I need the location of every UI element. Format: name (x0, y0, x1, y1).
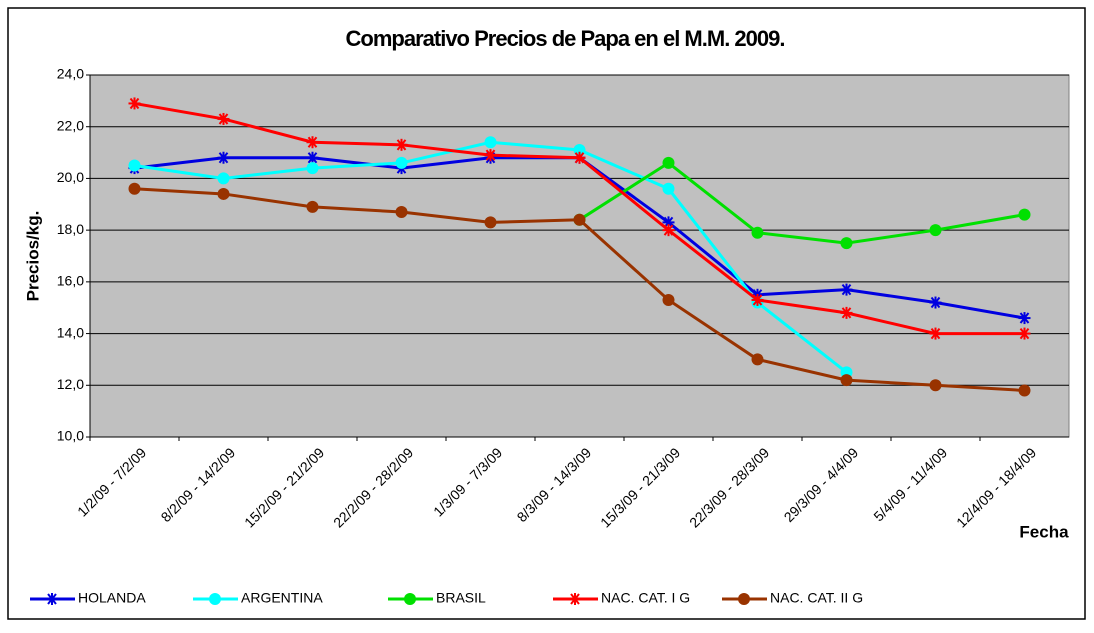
point (751, 293, 764, 306)
y-axis-label: Precios/kg. (23, 211, 42, 302)
point (128, 97, 141, 110)
point (929, 224, 942, 237)
plot-area (89, 74, 1070, 438)
y-tick-label: 24,0 (57, 66, 84, 82)
point (217, 172, 230, 185)
y-tick-label: 22,0 (57, 117, 84, 133)
point (1018, 312, 1031, 325)
y-tick-label: 14,0 (57, 324, 84, 340)
legend-label: NAC. CAT. II G (770, 590, 863, 606)
point (1018, 384, 1031, 397)
point (929, 379, 942, 392)
chart-title: Comparativo Precios de Papa en el M.M. 2… (346, 26, 785, 51)
y-tick-label: 10,0 (57, 428, 84, 444)
point (395, 206, 408, 219)
point (840, 374, 853, 387)
point (395, 138, 408, 151)
point (484, 149, 497, 162)
point (217, 151, 230, 164)
point (1018, 327, 1031, 340)
y-tick-label: 18,0 (57, 221, 84, 237)
y-tick-label: 16,0 (57, 273, 84, 289)
point (128, 159, 141, 172)
point (484, 216, 497, 229)
point (217, 112, 230, 125)
y-tick-label: 20,0 (57, 169, 84, 185)
point (662, 182, 675, 195)
legend-label: BRASIL (436, 590, 486, 606)
point (840, 283, 853, 296)
point (929, 296, 942, 309)
x-axis-label: Fecha (1019, 522, 1069, 541)
point (306, 200, 319, 213)
legend-label: NAC. CAT. I G (601, 590, 690, 606)
point (840, 237, 853, 250)
point (662, 293, 675, 306)
y-tick-label: 12,0 (57, 376, 84, 392)
point (573, 213, 586, 226)
point (1018, 208, 1031, 221)
legend-marker (738, 593, 750, 605)
series-line (578, 161, 1025, 245)
legend-label: HOLANDA (78, 590, 146, 606)
point (484, 136, 497, 149)
point (306, 136, 319, 149)
point (662, 224, 675, 237)
point (306, 151, 319, 164)
point (573, 151, 586, 164)
legend-marker (209, 593, 221, 605)
point (395, 156, 408, 169)
point (840, 306, 853, 319)
point (662, 156, 675, 169)
legend-marker (404, 593, 416, 605)
legend-marker (46, 593, 58, 605)
point (217, 187, 230, 200)
point (751, 226, 764, 239)
point (751, 353, 764, 366)
point (128, 182, 141, 195)
legend-label: ARGENTINA (241, 590, 323, 606)
point (929, 327, 942, 340)
point (306, 162, 319, 175)
legend-marker (569, 593, 581, 605)
